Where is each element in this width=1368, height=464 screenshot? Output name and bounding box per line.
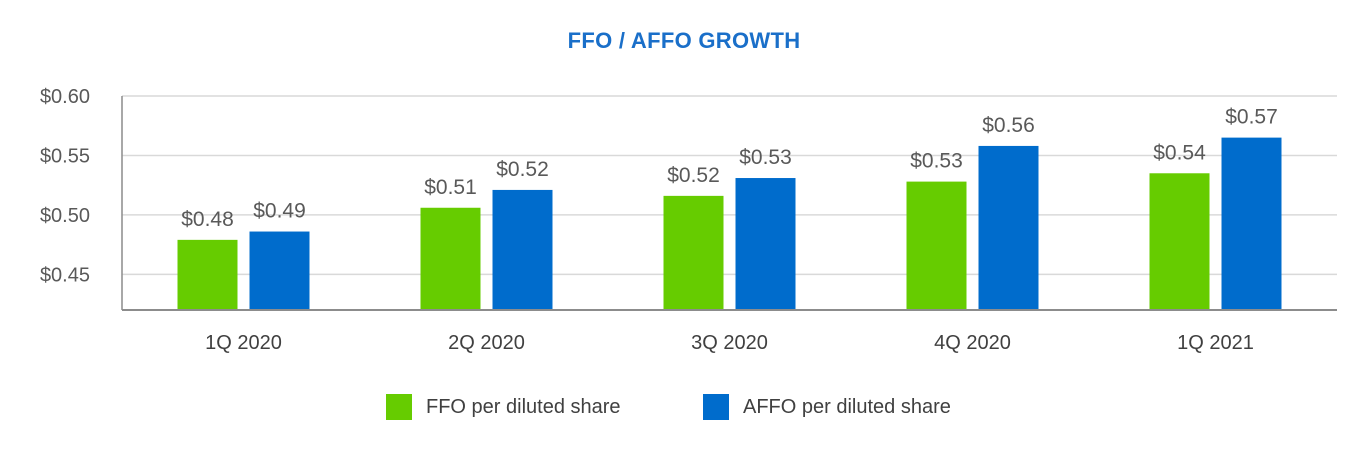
data-label-ffo: $0.48 bbox=[181, 208, 234, 231]
chart-title: FFO / AFFO GROWTH bbox=[567, 28, 801, 53]
bar-affo bbox=[492, 189, 553, 310]
legend-label-ffo: FFO per diluted share bbox=[426, 395, 621, 418]
data-label-ffo: $0.54 bbox=[1153, 141, 1206, 164]
x-category-label: 4Q 2020 bbox=[934, 332, 1011, 354]
bar-ffo bbox=[1149, 173, 1210, 310]
y-tick-label: $0.45 bbox=[40, 264, 90, 286]
data-label-affo: $0.52 bbox=[496, 158, 549, 181]
legend-label-affo: AFFO per diluted share bbox=[743, 395, 951, 418]
legend-item-ffo: FFO per diluted share bbox=[386, 394, 621, 420]
data-label-affo: $0.57 bbox=[1225, 106, 1278, 129]
x-axis-categories: 1Q 2020 2Q 2020 3Q 2020 4Q 2020 1Q 2021 bbox=[205, 332, 1254, 354]
x-category-label: 3Q 2020 bbox=[691, 332, 768, 354]
data-label-ffo: $0.52 bbox=[667, 164, 720, 187]
legend-item-affo: AFFO per diluted share bbox=[703, 394, 951, 420]
data-label-ffo: $0.53 bbox=[910, 150, 963, 173]
data-label-affo: $0.49 bbox=[253, 200, 306, 223]
legend-swatch-affo bbox=[703, 394, 729, 420]
x-category-label: 1Q 2020 bbox=[205, 332, 282, 354]
legend-swatch-ffo bbox=[386, 394, 412, 420]
data-label-ffo: $0.51 bbox=[424, 176, 477, 199]
y-axis-ticks: $0.45 $0.50 $0.55 $0.60 bbox=[40, 86, 90, 286]
y-tick-label: $0.50 bbox=[40, 205, 90, 227]
gridlines bbox=[122, 95, 1337, 276]
bar-ffo bbox=[420, 207, 481, 310]
x-category-label: 2Q 2020 bbox=[448, 332, 525, 354]
data-labels: $0.48 $0.49 $0.51 $0.52 $0.52 $0.53 $0.53 $0.56… bbox=[181, 106, 1278, 231]
bar-ffo bbox=[906, 181, 967, 310]
data-label-affo: $0.56 bbox=[982, 114, 1035, 137]
bar-affo bbox=[249, 231, 310, 310]
y-tick-label: $0.60 bbox=[40, 86, 90, 108]
bar-ffo bbox=[663, 195, 724, 310]
data-label-affo: $0.53 bbox=[739, 146, 792, 169]
bars bbox=[177, 137, 1282, 310]
bar-affo bbox=[978, 145, 1039, 310]
bar-ffo bbox=[177, 239, 238, 310]
legend: FFO per diluted share AFFO per diluted s… bbox=[0, 394, 1368, 424]
x-category-label: 1Q 2021 bbox=[1177, 332, 1254, 354]
axes bbox=[121, 96, 1337, 311]
y-tick-label: $0.55 bbox=[40, 145, 90, 167]
bar-affo bbox=[735, 178, 796, 310]
bar-affo bbox=[1221, 137, 1282, 310]
